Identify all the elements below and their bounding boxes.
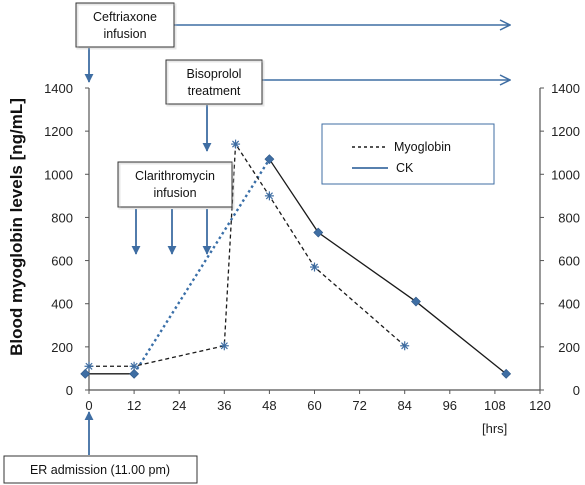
ck-point — [80, 368, 91, 379]
y-right-tick-label: 1400 — [551, 81, 580, 96]
ck-point — [313, 227, 324, 238]
myoglobin-point — [264, 191, 274, 201]
y-right-tick-label: 1200 — [551, 124, 580, 139]
clarithromycin-line1: Clarithromycin — [135, 169, 215, 183]
y-tick-label: 200 — [51, 340, 73, 355]
legend: Myoglobin CK — [321, 123, 495, 185]
x-tick-label: 36 — [217, 398, 231, 413]
ck-point — [411, 296, 421, 307]
myoglobin-point — [400, 341, 410, 351]
legend-ck-label: CK — [396, 161, 414, 175]
x-tick-label: 72 — [352, 398, 366, 413]
y-axis-title: Blood myoglobin levels [ng/mL] — [7, 98, 26, 356]
ceftriaxone-box: Ceftriaxone infusion — [75, 2, 177, 50]
legend-myoglobin-label: Myoglobin — [394, 140, 451, 154]
myoglobin-point — [310, 262, 319, 272]
y-tick-label: 600 — [51, 254, 73, 269]
clarithromycin-box: Clarithromycin infusion — [117, 161, 235, 210]
er-admission-label: ER admission (11.00 pm) — [30, 463, 170, 477]
ck-rise-segment — [133, 158, 271, 375]
x-tick-label: 84 — [397, 398, 411, 413]
bisoprolol-line2: treatment — [188, 84, 241, 98]
er-admission-box: ER admission (11.00 pm) — [3, 455, 198, 484]
y-tick-label: 1200 — [44, 124, 73, 139]
y-right-tick-label: 600 — [558, 254, 580, 269]
y-right-tick-label: 400 — [558, 297, 580, 312]
y-right-tick-label: 200 — [558, 340, 580, 355]
y-tick-label: 1400 — [44, 81, 73, 96]
x-tick-label: 108 — [484, 398, 506, 413]
ceftriaxone-line1: Ceftriaxone — [93, 10, 157, 24]
series-layer — [80, 139, 512, 379]
ck-point — [129, 368, 140, 379]
y-right-tick-label: 800 — [558, 210, 580, 225]
bisoprolol-line1: Bisoprolol — [187, 67, 242, 81]
bisoprolol-box: Bisoprolol treatment — [165, 59, 265, 107]
x-tick-label: 24 — [172, 398, 186, 413]
y-right-tick-label: 1000 — [551, 167, 580, 182]
y-tick-label: 400 — [51, 297, 73, 312]
y-tick-label: 800 — [51, 210, 73, 225]
x-tick-label: 120 — [529, 398, 551, 413]
myoglobin-point — [84, 361, 94, 371]
x-tick-label: 96 — [443, 398, 457, 413]
ck-point — [264, 154, 275, 165]
ck-line-decline — [268, 158, 507, 375]
ck-point — [501, 368, 512, 379]
x-tick-label: 12 — [127, 398, 141, 413]
tick-group: 0 12 24 36 48 60 72 84 96 108 12002004006008001000… — [44, 81, 580, 413]
y-tick-label: 0 — [66, 383, 73, 398]
legend-box — [321, 123, 495, 185]
y-right-tick-label: 0 — [573, 383, 580, 398]
clarithromycin-line2: infusion — [153, 186, 196, 200]
annotation-arrows — [84, 25, 510, 455]
x-axis-unit: [hrs] — [482, 421, 507, 436]
x-tick-label: 60 — [307, 398, 321, 413]
y-tick-label: 1000 — [44, 167, 73, 182]
myoglobin-point — [219, 341, 229, 351]
myoglobin-point — [231, 139, 241, 149]
ceftriaxone-line2: infusion — [103, 27, 146, 41]
x-tick-label: 0 — [85, 398, 92, 413]
x-tick-label: 48 — [262, 398, 276, 413]
